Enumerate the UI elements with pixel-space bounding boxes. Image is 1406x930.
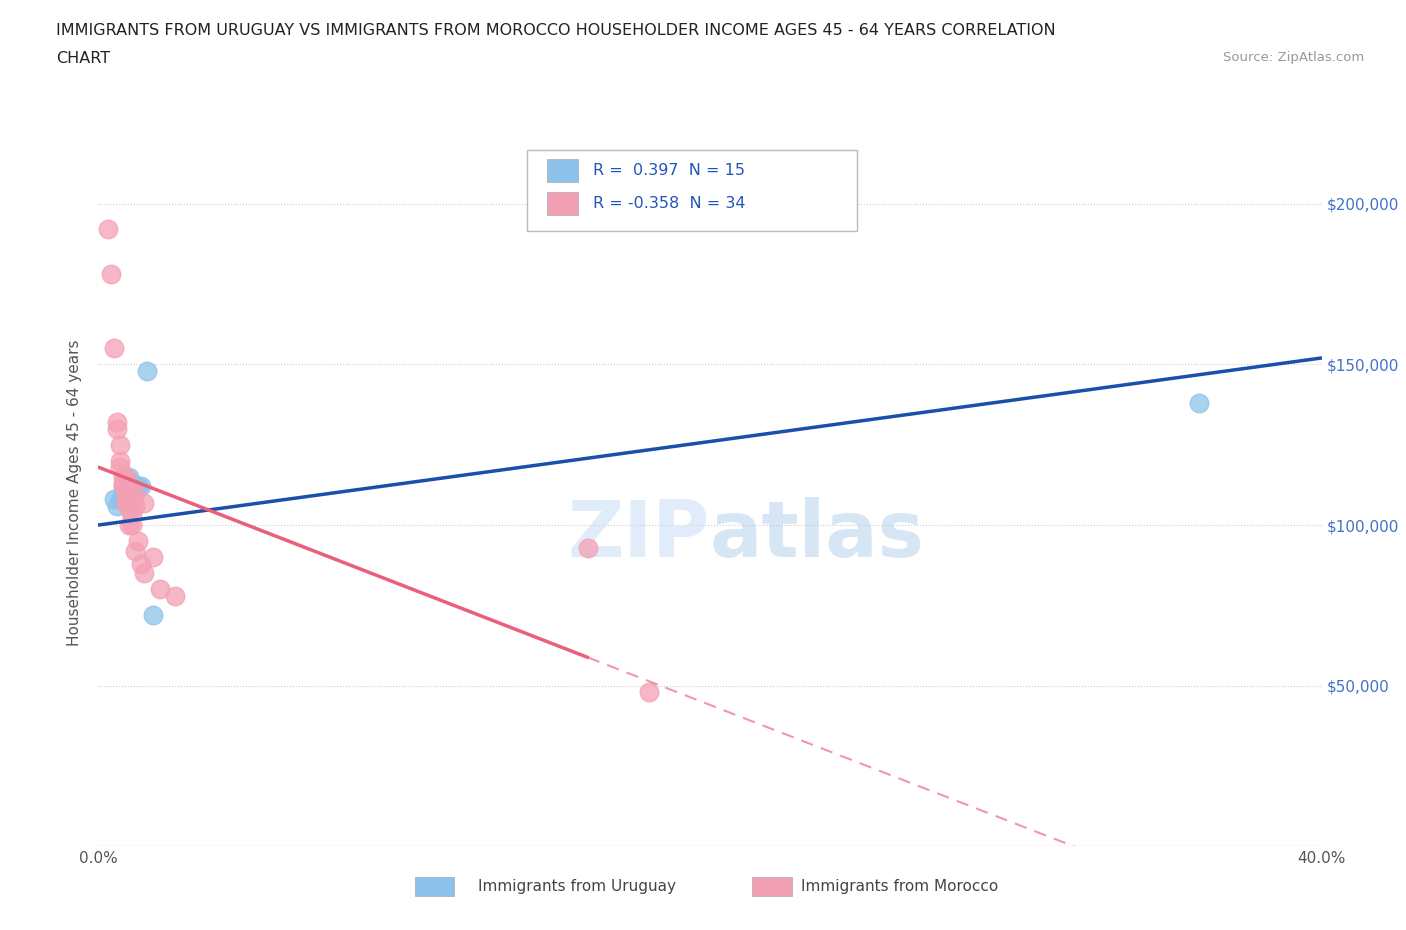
Text: Source: ZipAtlas.com: Source: ZipAtlas.com [1223,51,1364,64]
Point [136,364,159,379]
Point [121,518,143,533]
Y-axis label: Householder Income Ages 45 - 64 years: Householder Income Ages 45 - 64 years [67,339,83,646]
Point [163,589,186,604]
Point [118,479,141,494]
Point [124,485,146,500]
Point [121,495,143,510]
Point [108,453,131,468]
Point [105,421,128,436]
Point [142,550,165,565]
Point [103,492,125,507]
FancyBboxPatch shape [526,150,856,232]
Point [118,470,141,485]
Point [118,501,141,516]
Text: R =  0.397  N = 15: R = 0.397 N = 15 [592,163,745,178]
Point [1188,395,1211,410]
Point [124,485,146,500]
Point [108,459,131,474]
Point [127,534,149,549]
Point [121,508,143,523]
Point [108,437,131,452]
Point [111,470,134,485]
Point [142,607,165,622]
Point [115,492,138,507]
Point [111,479,134,494]
Point [124,498,146,513]
Point [97,222,120,237]
Text: CHART: CHART [56,51,110,66]
Point [129,479,152,494]
Point [637,684,661,699]
Point [115,492,138,507]
Point [134,495,156,510]
Point [115,485,138,500]
Point [129,556,152,571]
Point [134,565,156,580]
Point [118,492,141,507]
Text: atlas: atlas [710,498,925,573]
Point [576,540,599,555]
Point [105,498,128,513]
Point [115,495,138,510]
Point [111,479,134,494]
Point [118,518,141,533]
Text: IMMIGRANTS FROM URUGUAY VS IMMIGRANTS FROM MOROCCO HOUSEHOLDER INCOME AGES 45 - : IMMIGRANTS FROM URUGUAY VS IMMIGRANTS FR… [56,23,1056,38]
FancyBboxPatch shape [547,159,578,182]
Text: R = -0.358  N = 34: R = -0.358 N = 34 [592,196,745,211]
Point [124,543,146,558]
Point [115,470,138,485]
Text: ZIP: ZIP [568,498,710,573]
Point [115,479,138,494]
Text: Immigrants from Morocco: Immigrants from Morocco [801,879,998,894]
Point [100,267,122,282]
Point [111,485,134,500]
Point [105,415,128,430]
Point [121,476,143,491]
FancyBboxPatch shape [547,192,578,215]
Point [111,476,134,491]
Point [127,479,149,494]
Text: Immigrants from Uruguay: Immigrants from Uruguay [478,879,676,894]
Point [108,492,131,507]
Point [149,582,172,597]
Point [103,341,125,356]
